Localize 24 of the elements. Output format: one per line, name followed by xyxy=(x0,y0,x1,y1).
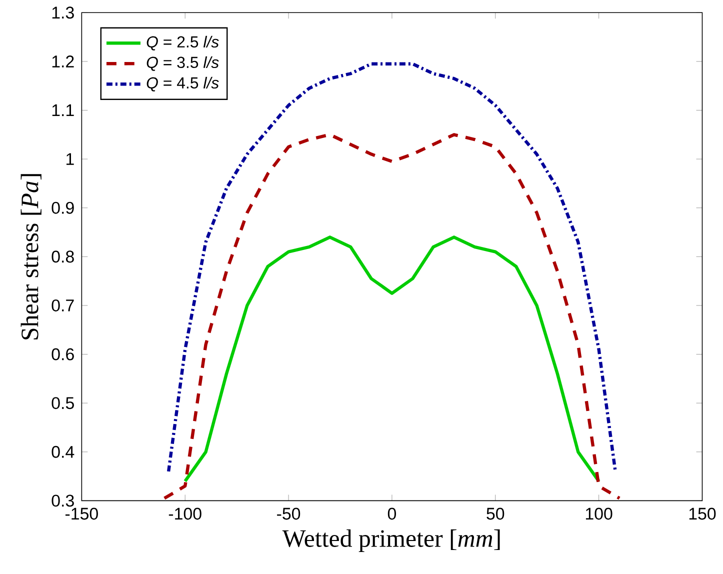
y-tick-label: 1.3 xyxy=(52,6,74,18)
y-tick-label: 0.4 xyxy=(52,446,74,458)
x-tick-label: 150 xyxy=(689,508,716,520)
legend-label: Q = 4.5 l/s xyxy=(146,76,219,92)
x-tick-label: 100 xyxy=(586,508,612,520)
y-tick-label: 1.1 xyxy=(52,104,74,116)
y-tick-label: 1 xyxy=(66,153,74,165)
x-tick-label: -150 xyxy=(65,508,98,520)
x-tick-label: 0 xyxy=(388,508,396,520)
y-tick-label: 0.3 xyxy=(52,494,74,506)
x-tick-label: -100 xyxy=(168,508,202,520)
y-tick-label: 0.8 xyxy=(52,250,74,262)
y-axis-title: Shear stress [Pa] xyxy=(20,174,42,340)
y-tick-label: 1.2 xyxy=(52,55,74,68)
y-tick-label: 0.9 xyxy=(52,202,74,214)
y-tick-label: 0.6 xyxy=(52,348,74,360)
x-tick-label: 50 xyxy=(486,508,504,520)
x-tick-label: -50 xyxy=(277,508,300,520)
line-series xyxy=(184,235,600,483)
y-tick-label: 0.7 xyxy=(52,299,74,312)
x-axis-title: Wetted primeter [mm] xyxy=(282,529,500,552)
legend-label: Q = 3.5 l/s xyxy=(146,56,219,71)
y-tick-label: 0.5 xyxy=(52,396,74,409)
legend-label: Q = 2.5 l/s xyxy=(146,36,219,50)
